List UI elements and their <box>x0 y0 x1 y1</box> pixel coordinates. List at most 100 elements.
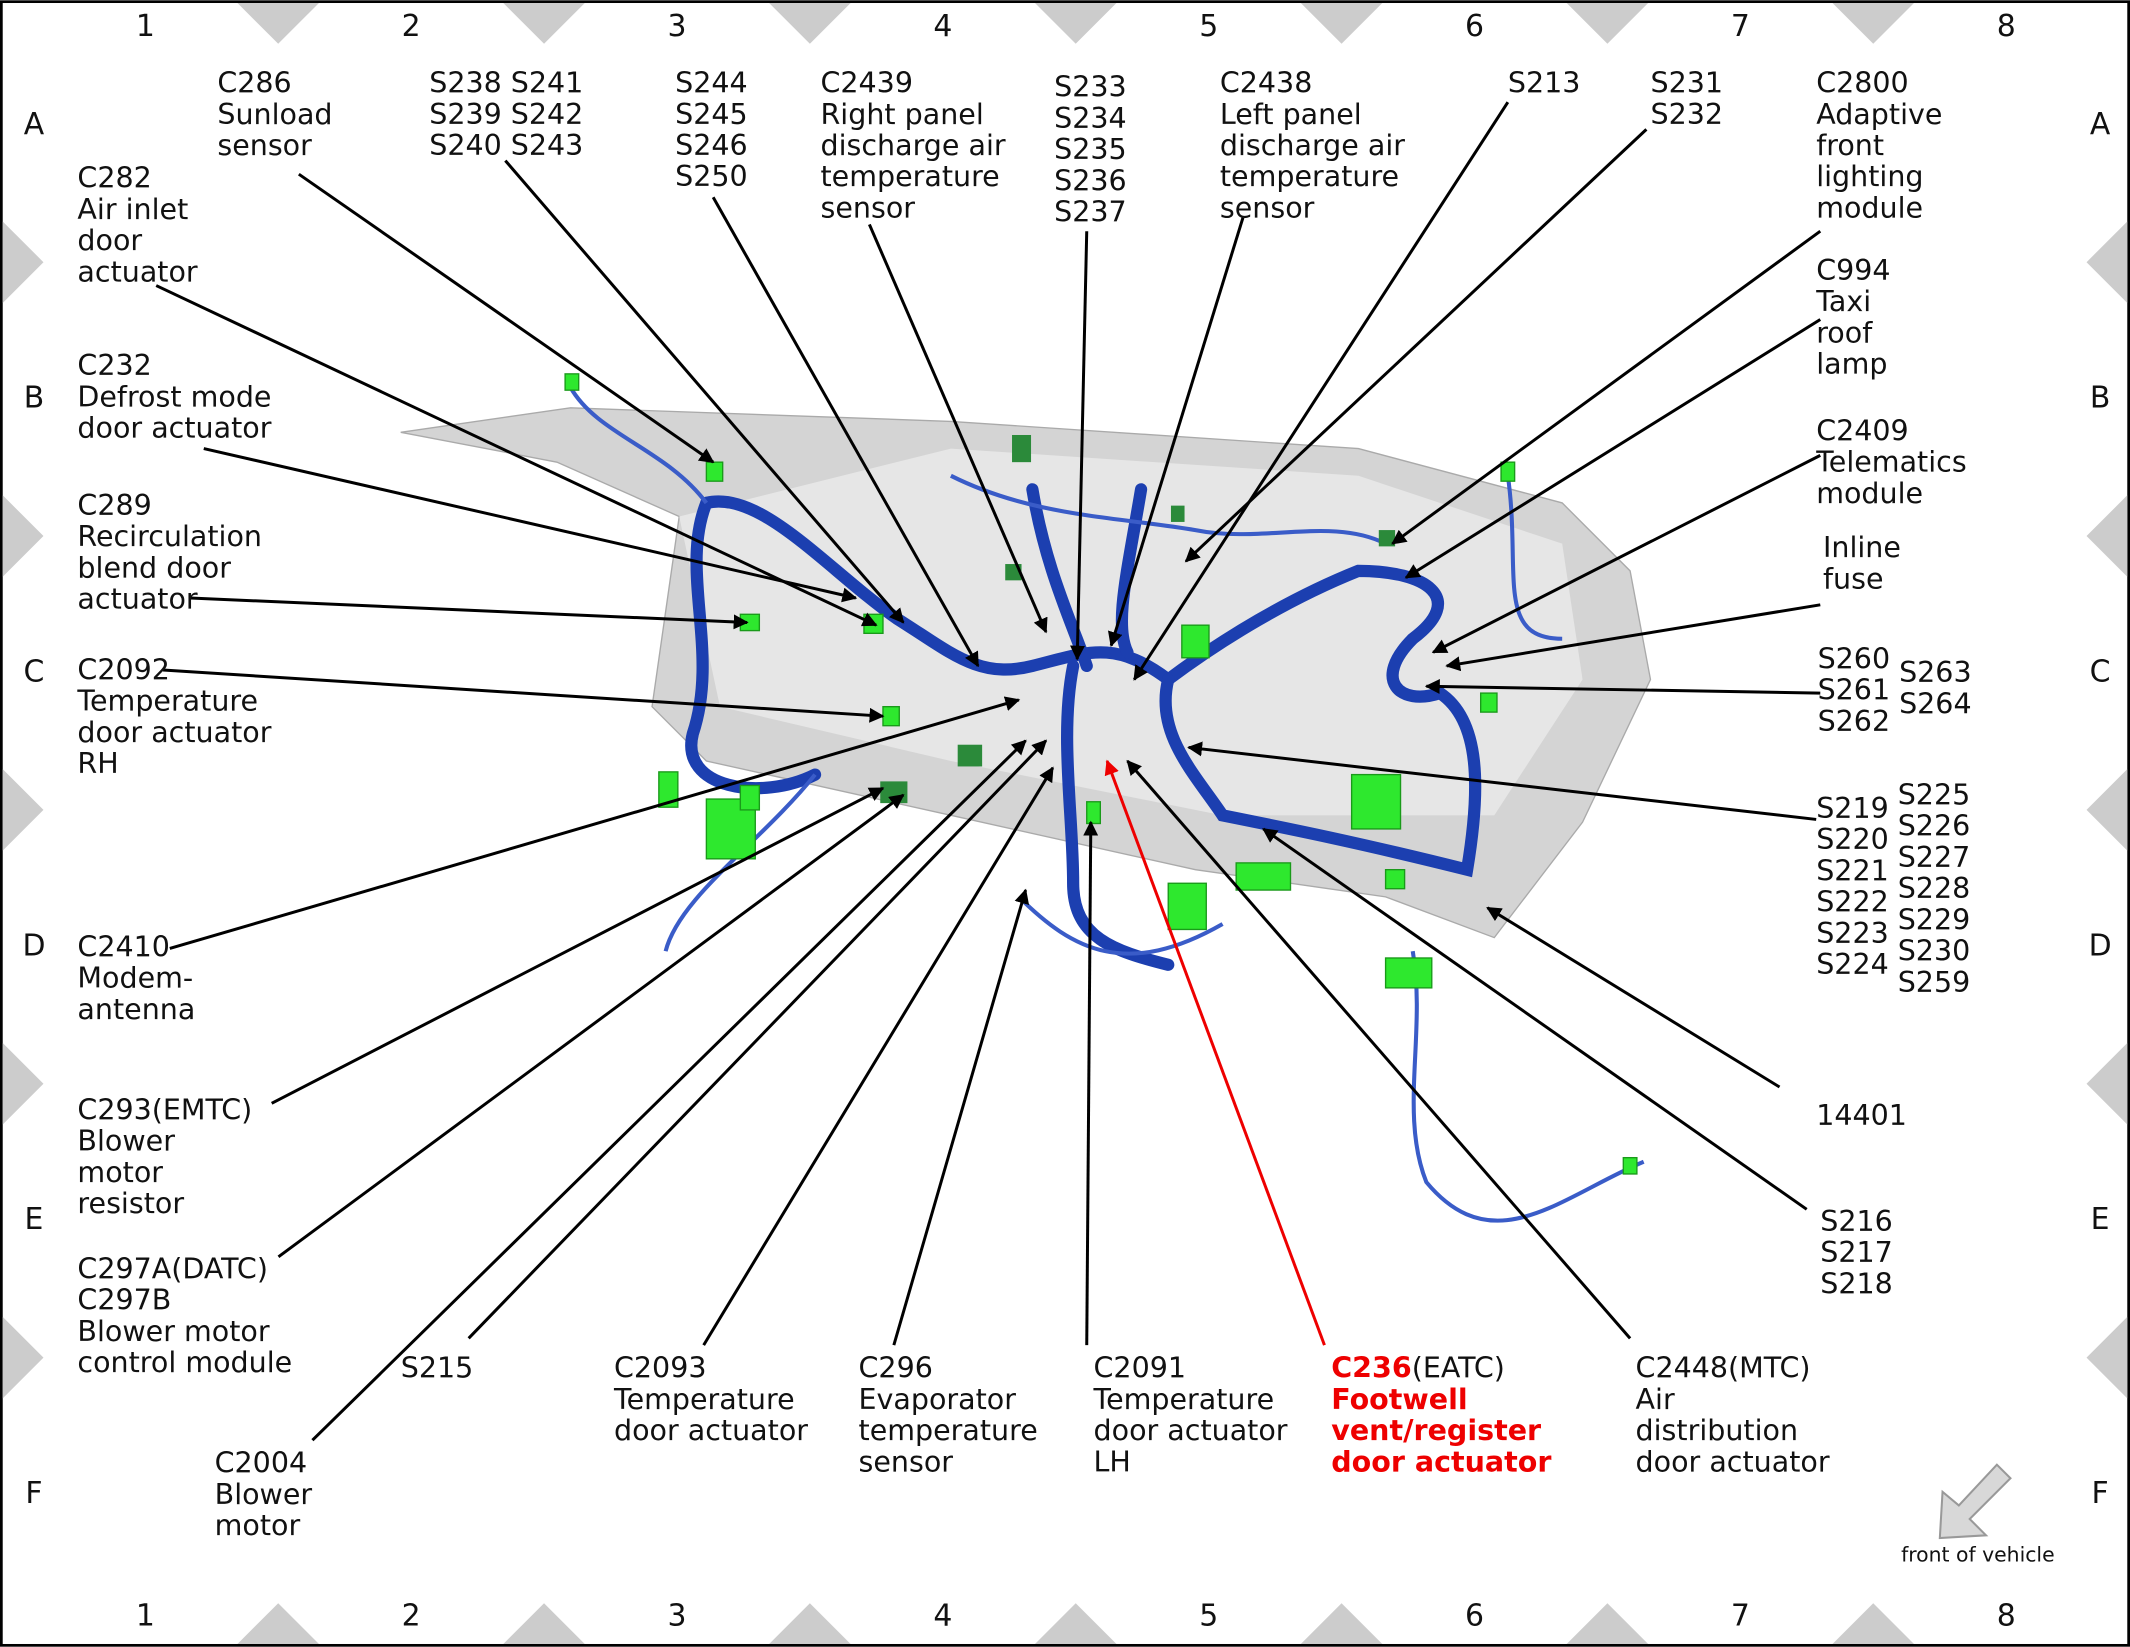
column-label: 3 <box>668 1598 687 1633</box>
callout-line: Modem- <box>77 962 193 995</box>
callout-line: S245 <box>675 98 748 131</box>
callout-line: door actuator <box>614 1414 808 1447</box>
callout-line: door actuator <box>1636 1445 1830 1478</box>
column-label: 3 <box>668 9 687 44</box>
callout-line: S223 <box>1816 917 1889 950</box>
callout-line: temperature <box>859 1414 1038 1447</box>
callout-line: fuse <box>1823 562 1884 595</box>
callout-line: control module <box>77 1346 292 1379</box>
callout-line: Temperature <box>76 685 258 718</box>
callout-line: S259 <box>1898 966 1971 999</box>
callout-line: sensor <box>859 1445 954 1478</box>
callout-line: motor <box>215 1509 301 1542</box>
variant-qualifier: (EATC) <box>1412 1352 1505 1385</box>
callout-line: S240 <box>429 129 502 162</box>
row-label: E <box>25 1202 44 1237</box>
harness-branches <box>568 386 1645 1223</box>
edge-notch <box>1832 1603 1915 1644</box>
callout-line: C296 <box>859 1352 933 1385</box>
harness-illustration <box>400 373 1652 1223</box>
callout-line: Temperature <box>613 1383 795 1416</box>
column-label: 5 <box>1199 9 1218 44</box>
dashboard-inner <box>679 448 1583 816</box>
callout-line: S231 <box>1650 67 1723 100</box>
edge-notch <box>1566 1603 1649 1644</box>
leader-line <box>1424 679 1821 695</box>
variant-qualifier: (EMTC) <box>152 1093 253 1126</box>
callout-line: Blower <box>77 1125 175 1158</box>
column-label: 8 <box>1997 9 2016 44</box>
column-label: 6 <box>1465 9 1484 44</box>
callout-line: door actuator <box>1331 1445 1551 1478</box>
callout-line: Inline <box>1823 531 1901 564</box>
leader-line <box>1184 128 1648 563</box>
edge-notch <box>1034 3 1117 44</box>
edge-notch <box>1300 1603 1383 1644</box>
leader-line <box>892 888 1030 1346</box>
callout-line: S243 <box>511 129 584 162</box>
callout-line: S216 <box>1820 1205 1893 1238</box>
connector-code: C2448 <box>1636 1352 1728 1385</box>
callout-line: S237 <box>1054 196 1127 229</box>
connectors <box>564 373 1638 1175</box>
callout-line: S219 <box>1816 792 1889 825</box>
connector-code: C293 <box>77 1093 151 1126</box>
variant-qualifier: (MTC) <box>1728 1352 1811 1385</box>
leader-line <box>203 447 858 603</box>
callout-line: antenna <box>77 993 195 1026</box>
edge-notch <box>2 221 44 303</box>
callout-line: C2409 <box>1816 414 1908 447</box>
callout-line: C2091 <box>1094 1352 1186 1385</box>
column-label: 1 <box>136 1598 155 1633</box>
row-label: A <box>24 107 45 142</box>
edge-notch <box>237 3 319 44</box>
row-label: F <box>2092 1476 2109 1511</box>
column-label: 1 <box>136 9 155 44</box>
callout-line: Air <box>1636 1383 1675 1416</box>
callout-line: C2004 <box>215 1447 307 1480</box>
column-label: 7 <box>1731 9 1750 44</box>
callout-line: Air inlet <box>77 193 188 226</box>
callout-line: C2439 <box>820 67 912 100</box>
callout-line: door actuator <box>77 716 271 749</box>
callout-line: Taxi <box>1815 285 1871 318</box>
callout-line: distribution <box>1636 1414 1799 1447</box>
callout-line: temperature <box>820 160 999 193</box>
callout-line: resistor <box>77 1187 184 1220</box>
leader-line <box>504 159 905 624</box>
leader-line <box>1108 217 1245 647</box>
callout-line: S260 <box>1818 642 1891 675</box>
leader-line <box>1445 603 1821 672</box>
callout-line: C289 <box>77 489 151 522</box>
callout-line: Recirculation <box>77 520 262 553</box>
callout-line: S213 <box>1508 67 1581 100</box>
edge-notch <box>503 3 585 44</box>
leader-line <box>277 793 905 1259</box>
callout-heading: C297A(DATC) <box>77 1252 268 1285</box>
callout-line: Footwell <box>1331 1383 1467 1416</box>
leader-line <box>711 196 980 668</box>
callout-line: S239 <box>429 98 502 131</box>
callout-line: S226 <box>1898 810 1971 843</box>
leader-line <box>467 739 1048 1340</box>
row-label: B <box>2090 381 2111 416</box>
edge-notch <box>2086 495 2128 577</box>
callout-line: S227 <box>1898 841 1971 874</box>
callout-line: S225 <box>1898 778 1971 811</box>
edge-notch <box>2086 1316 2128 1399</box>
leader-lines <box>155 101 1822 1442</box>
callout-line: sensor <box>820 191 915 224</box>
column-label: 2 <box>402 1598 421 1633</box>
edge-notch <box>2086 1043 2128 1125</box>
callout-line: roof <box>1816 316 1873 349</box>
row-label: D <box>22 928 45 963</box>
leader-line <box>1262 827 1808 1211</box>
leader-line <box>868 223 1048 634</box>
callout-line: front <box>1816 129 1884 162</box>
callout-line: S222 <box>1816 886 1889 919</box>
callout-line: S233 <box>1054 71 1127 104</box>
callout-line: Defrost mode <box>77 380 271 413</box>
callout-line: sensor <box>1220 191 1315 224</box>
column-label: 7 <box>1731 1598 1750 1633</box>
